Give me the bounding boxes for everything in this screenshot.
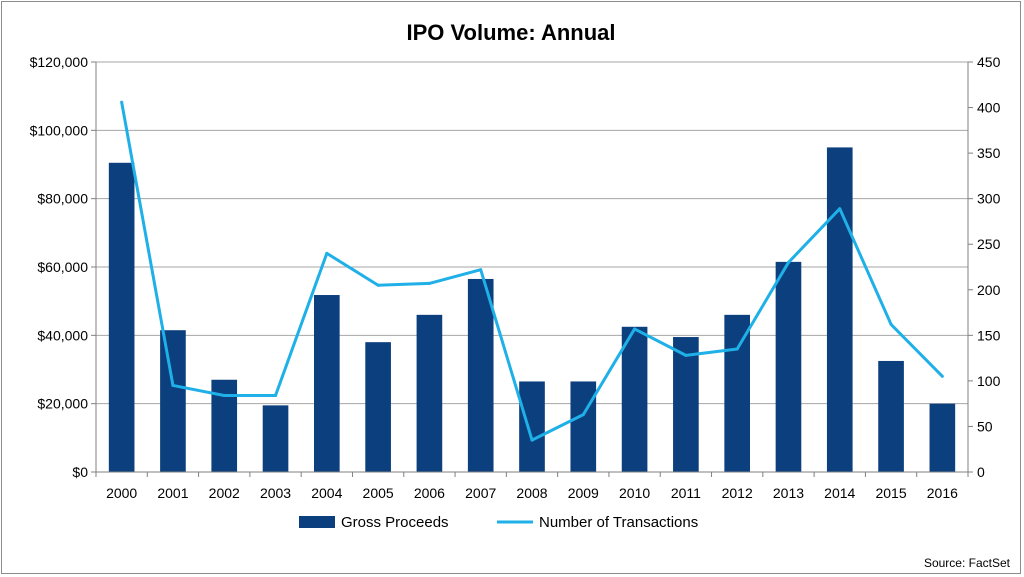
y-right-tick-label: 450 [977,54,1001,70]
x-tick-label: 2013 [773,485,804,501]
y-left-tick-label: $120,000 [30,54,89,70]
source-note: Source: FactSet [924,556,1011,570]
bar [621,326,648,472]
x-tick-label: 2015 [875,485,906,501]
y-right-tick-label: 100 [977,373,1001,389]
x-tick-label: 2006 [414,485,445,501]
axes: $0 $20,000 $40,000 $60,000 $80,000 $100,000 $1… [30,54,1001,501]
x-tick-label: 2007 [465,485,496,501]
y-right-tick-label: 250 [977,236,1001,252]
line-point [274,393,278,397]
line-point [222,393,226,397]
line-point [530,438,534,442]
bar [416,314,443,472]
line-point [786,260,790,264]
x-tick-label: 2000 [106,485,137,501]
legend: Gross Proceeds Number of Transactions [299,514,698,531]
bar [262,405,289,472]
line-point [479,268,483,272]
y-right-tick-label: 0 [977,464,985,480]
x-tick-label: 2005 [363,485,394,501]
line-point [376,283,380,287]
x-tick-label: 2004 [311,485,342,501]
x-tick-label: 2011 [671,485,701,501]
line-point [633,327,637,331]
x-tick-label: 2014 [824,485,855,501]
y-left-tick-label: $60,000 [37,259,88,275]
line-point [838,207,842,211]
bar [314,295,340,472]
line-point [171,383,175,387]
x-tick-label: 2003 [260,485,291,501]
y-left-tick-label: $100,000 [30,122,89,138]
x-tick-label: 2009 [568,485,599,501]
line-point [940,374,944,378]
bar [519,381,545,472]
x-tick-label: 2012 [722,485,753,501]
x-tick-label: 2002 [209,485,240,501]
chart-title: IPO Volume: Annual [406,20,615,45]
bar [929,403,956,472]
bar [108,162,135,472]
bar [467,278,494,472]
line-point [889,322,893,326]
bar [160,330,186,472]
legend-label-gross-proceeds: Gross Proceeds [341,514,449,531]
line-point [325,251,329,255]
line-point [581,413,585,417]
y-left-tick-label: $20,000 [37,396,88,412]
y-right-tick-label: 300 [977,191,1001,207]
line-point [684,353,688,357]
line-series [120,100,944,442]
y-right-tick-label: 200 [977,282,1001,298]
bar-series [108,147,956,472]
legend-label-number-of-transactions: Number of Transactions [539,514,698,531]
y-right-tick-label: 350 [977,145,1001,161]
x-tick-label: 2010 [619,485,650,501]
bar [878,360,904,472]
y-right-tick-label: 150 [977,327,1001,343]
bar [826,147,853,472]
y-right-tick-label: 50 [977,418,993,434]
gridlines [96,61,968,405]
y-left-tick-label: $80,000 [37,191,88,207]
legend-swatch-gross-proceeds [299,516,335,528]
y-left-tick-label: $0 [72,464,88,480]
y-right-tick-label: 400 [977,100,1001,116]
x-tick-label: 2008 [516,485,547,501]
bar [570,381,597,472]
line-point [120,100,124,104]
bar [775,261,802,472]
bar [365,342,391,472]
x-tick-label: 2001 [157,485,188,501]
line-point [735,347,739,351]
x-tick-label: 2016 [927,485,958,501]
bar [724,314,750,472]
y-left-tick-label: $40,000 [37,327,88,343]
line-point [427,281,431,285]
bar [673,337,699,472]
